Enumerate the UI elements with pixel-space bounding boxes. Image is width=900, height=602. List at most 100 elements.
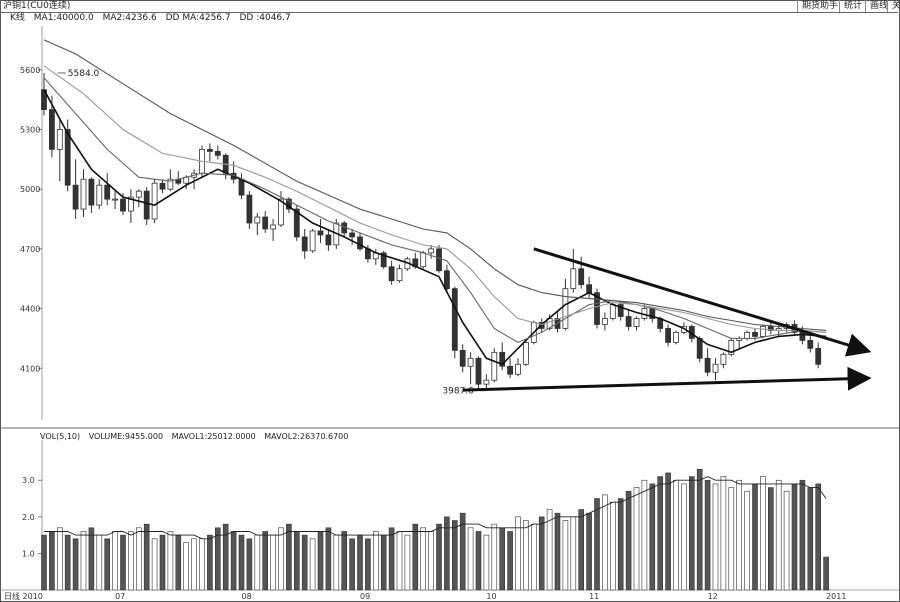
candle-body xyxy=(459,349,466,367)
volume-bar xyxy=(673,479,679,591)
candle-body xyxy=(467,357,474,367)
volume-bar xyxy=(317,531,324,591)
volume-bar xyxy=(136,527,142,591)
ma2-legend: MA2:4236.6 xyxy=(102,13,157,23)
volume-bar xyxy=(570,516,577,591)
candle-body xyxy=(64,129,71,186)
candle-body xyxy=(357,236,363,250)
candle-body xyxy=(815,347,822,365)
volume-bar xyxy=(96,534,103,591)
volume-bar xyxy=(688,476,695,591)
volume-bar xyxy=(649,483,656,591)
volume-bar xyxy=(775,479,782,591)
candle-body xyxy=(104,184,111,200)
candle-body xyxy=(349,232,356,238)
candle-body xyxy=(167,178,174,190)
candle-body xyxy=(586,284,592,294)
draw-button[interactable]: 画线 xyxy=(865,0,888,12)
volume-bar xyxy=(499,527,506,591)
assistant-button[interactable]: 期货助手 xyxy=(797,0,838,12)
candle-body xyxy=(712,363,719,373)
close-button[interactable]: 关闭 xyxy=(887,0,900,12)
candle-body xyxy=(673,332,679,343)
time-tick-label: 2011 xyxy=(826,592,846,601)
volume-bar xyxy=(293,531,300,591)
volume-bar xyxy=(736,479,743,591)
mavol1-line xyxy=(44,476,827,540)
candle-body xyxy=(72,184,79,210)
price-tick-label: 4400 xyxy=(20,305,40,314)
volume-bar xyxy=(420,527,427,591)
volume-tick-label: 2.0 xyxy=(22,513,35,522)
volume-bar xyxy=(696,468,703,591)
low-price-label: 3987.0 xyxy=(442,387,474,397)
candle-body xyxy=(744,332,750,339)
candle-body xyxy=(420,252,427,268)
candle-body xyxy=(262,216,269,230)
volume-bar xyxy=(159,534,166,591)
volume-bar xyxy=(515,516,521,591)
mavol1-legend: MAVOL1:25012.0000 xyxy=(171,432,256,441)
volume-bar xyxy=(744,490,750,591)
volume-bar xyxy=(712,483,719,591)
time-tick-label: 07 xyxy=(115,592,125,601)
volume-bar xyxy=(523,520,529,591)
volume-legend-label: VOL(5,10) xyxy=(40,432,81,441)
volume-bar xyxy=(301,534,308,591)
candle-body xyxy=(317,230,324,236)
candle-body xyxy=(56,129,63,150)
volume-bar xyxy=(602,494,608,591)
volume-bar xyxy=(254,534,261,591)
volume-bar xyxy=(799,479,806,591)
volume-bar xyxy=(641,479,648,591)
volume-bar xyxy=(41,534,47,591)
time-tick-label: 12 xyxy=(708,592,718,601)
candle-body xyxy=(665,328,671,343)
title-bar: 沪铜1(CU0连续) 期货助手 统计 画线 关闭 xyxy=(0,0,900,13)
volume-bar xyxy=(760,476,766,591)
volume-bar xyxy=(191,538,197,591)
mavol2-legend: MAVOL2:26370.6700 xyxy=(264,432,349,441)
candle-body xyxy=(238,178,245,196)
price-tick-label: 4700 xyxy=(20,245,40,254)
volume-bar xyxy=(578,509,585,591)
volume-bar xyxy=(128,531,134,591)
volume-bar xyxy=(349,538,355,591)
volume-bar xyxy=(112,531,118,591)
ma2-line xyxy=(43,77,827,344)
candle-body xyxy=(752,332,758,337)
ma1-line xyxy=(43,89,827,366)
candle-body xyxy=(214,150,221,156)
candle-body xyxy=(301,236,308,252)
volume-bar xyxy=(167,531,174,591)
candle-body xyxy=(807,339,814,349)
candle-body xyxy=(120,198,126,212)
time-tick-label: 日线 2010 xyxy=(4,591,43,601)
candle-body xyxy=(491,351,498,381)
high-price-label: 5584.0 xyxy=(68,69,100,79)
volume-bar xyxy=(823,556,829,591)
time-tick-label: 09 xyxy=(360,592,370,601)
candle-body xyxy=(483,379,490,385)
candle-body xyxy=(246,194,253,224)
volume-bar xyxy=(594,498,600,591)
volume-bar xyxy=(270,534,276,591)
volume-bar xyxy=(412,523,419,591)
volume-bar xyxy=(404,534,411,591)
ma1-legend: MA1:40000.0 xyxy=(33,13,94,23)
volume-bar xyxy=(562,520,569,591)
candle-body xyxy=(617,304,624,317)
candle-body xyxy=(428,248,435,254)
volume-bar xyxy=(365,538,371,591)
time-tick-label: 08 xyxy=(242,592,252,601)
volume-bar xyxy=(791,483,798,591)
candle-body xyxy=(388,266,395,282)
candle-body xyxy=(127,196,134,212)
candle-body xyxy=(309,230,316,252)
volume-bar xyxy=(230,531,237,591)
stats-button[interactable]: 统计 xyxy=(839,0,862,12)
volume-bar xyxy=(175,534,182,591)
volume-bar xyxy=(222,523,229,591)
ma3-legend: DD MA:4256.7 xyxy=(165,13,231,23)
volume-bar xyxy=(215,527,221,591)
